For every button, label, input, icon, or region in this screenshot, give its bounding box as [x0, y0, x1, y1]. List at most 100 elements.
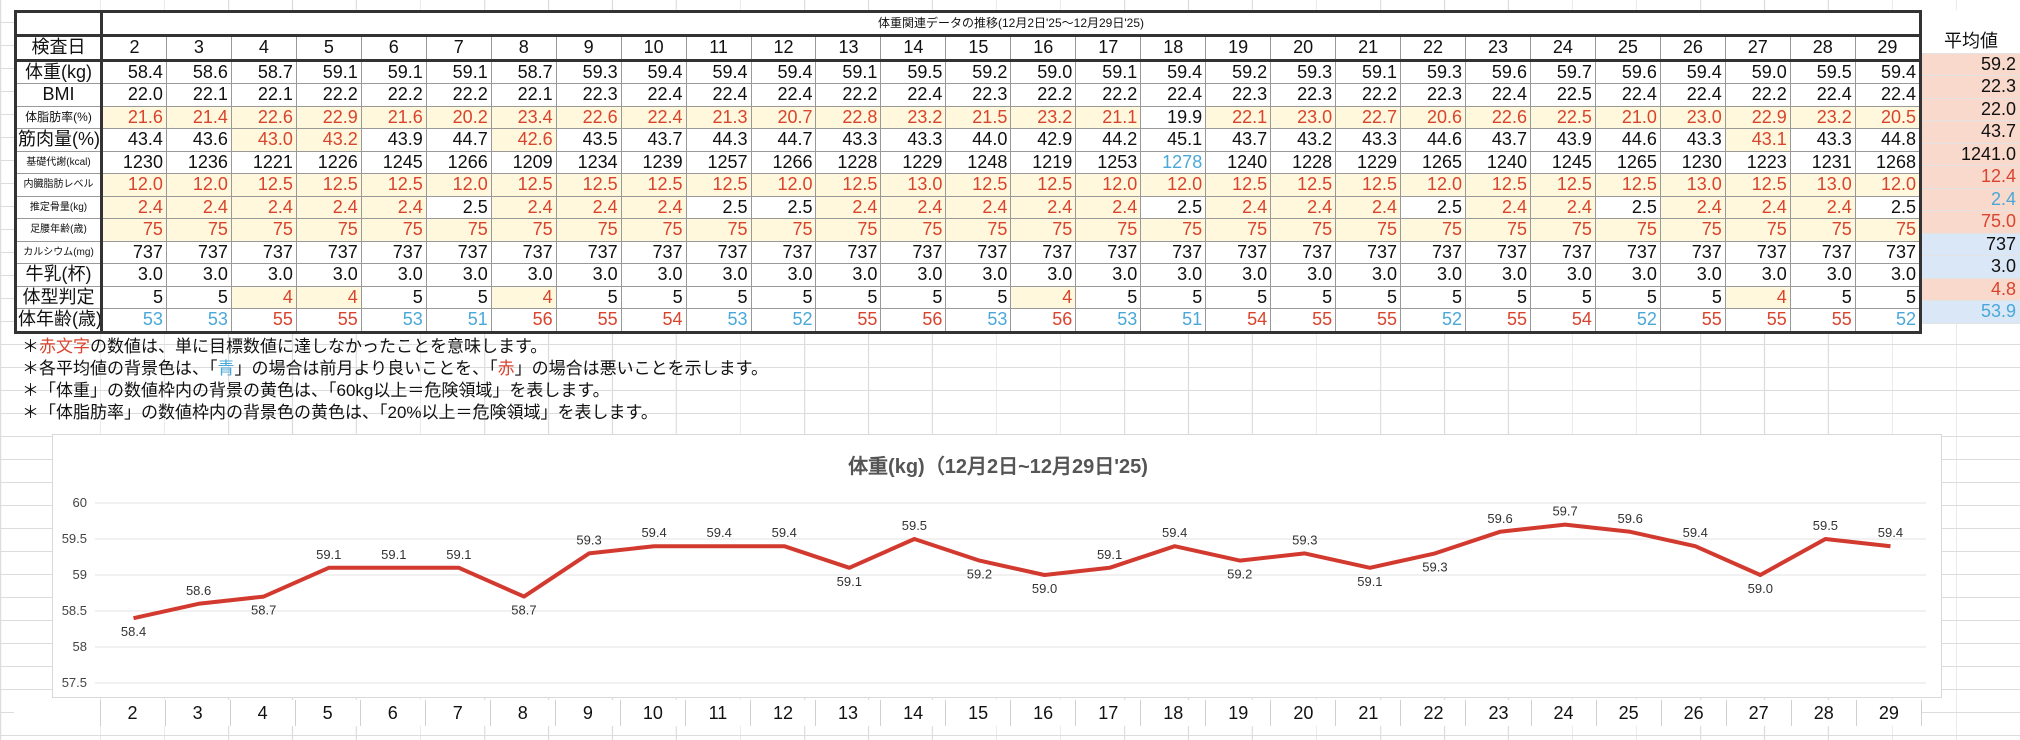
data-cell[interactable]: 12.0	[1854, 173, 1922, 197]
data-cell[interactable]: 55	[1659, 308, 1726, 334]
data-cell[interactable]: 12.5	[1205, 173, 1272, 197]
data-cell[interactable]: 22.4	[1140, 83, 1207, 107]
data-cell[interactable]: 59.1	[1075, 59, 1142, 84]
day-header[interactable]: 17	[1075, 35, 1142, 62]
day-header[interactable]: 3	[165, 35, 232, 62]
data-cell[interactable]: 22.4	[750, 83, 817, 107]
data-cell[interactable]: 737	[1270, 240, 1337, 264]
data-cell[interactable]: 21.1	[1075, 105, 1142, 129]
data-cell[interactable]: 43.3	[1659, 128, 1726, 152]
data-cell[interactable]: 2.4	[1075, 195, 1142, 219]
data-cell[interactable]: 59.4	[1854, 59, 1922, 84]
data-cell[interactable]: 59.3	[1270, 59, 1337, 84]
data-cell[interactable]: 22.2	[1010, 83, 1077, 107]
day-header[interactable]: 10	[620, 35, 687, 62]
data-cell[interactable]: 22.6	[230, 105, 297, 129]
data-cell[interactable]: 43.9	[360, 128, 427, 152]
data-cell[interactable]: 5	[1594, 285, 1661, 309]
data-cell[interactable]: 2.4	[490, 195, 557, 219]
data-cell[interactable]: 22.8	[815, 105, 882, 129]
data-cell[interactable]: 22.1	[165, 83, 232, 107]
data-cell[interactable]: 2.5	[1400, 195, 1467, 219]
day-header[interactable]: 27	[1724, 35, 1791, 62]
data-cell[interactable]: 737	[425, 240, 492, 264]
data-cell[interactable]: 21.4	[165, 105, 232, 129]
data-cell[interactable]: 737	[101, 240, 167, 264]
data-cell[interactable]: 1229	[1335, 150, 1402, 174]
data-cell[interactable]: 43.3	[1335, 128, 1402, 152]
data-cell[interactable]: 737	[165, 240, 232, 264]
data-cell[interactable]: 737	[1010, 240, 1077, 264]
day-header[interactable]: 19	[1205, 35, 1272, 62]
data-cell[interactable]: 44.7	[425, 128, 492, 152]
data-cell[interactable]: 75	[1465, 218, 1531, 242]
data-cell[interactable]: 12.5	[1465, 173, 1531, 197]
data-cell[interactable]: 5	[1529, 285, 1596, 309]
data-cell[interactable]: 55	[555, 308, 622, 334]
day-header[interactable]: 7	[425, 35, 492, 62]
data-cell[interactable]: 3.0	[1010, 263, 1077, 287]
data-cell[interactable]: 75	[815, 218, 882, 242]
data-cell[interactable]: 75	[1140, 218, 1207, 242]
data-cell[interactable]: 1265	[1594, 150, 1661, 174]
data-cell[interactable]: 53	[685, 308, 752, 334]
data-cell[interactable]: 1278	[1140, 150, 1207, 174]
data-cell[interactable]: 75	[360, 218, 427, 242]
data-cell[interactable]: 3.0	[1789, 263, 1856, 287]
data-cell[interactable]: 22.6	[555, 105, 622, 129]
data-cell[interactable]: 12.5	[685, 173, 752, 197]
data-cell[interactable]: 55	[1270, 308, 1337, 334]
data-cell[interactable]: 53	[1075, 308, 1142, 334]
data-cell[interactable]: 59.4	[750, 59, 817, 84]
data-cell[interactable]: 75	[230, 218, 297, 242]
data-cell[interactable]: 22.2	[295, 83, 362, 107]
data-cell[interactable]: 44.8	[1854, 128, 1922, 152]
data-cell[interactable]: 22.1	[230, 83, 297, 107]
data-cell[interactable]: 43.3	[815, 128, 882, 152]
data-cell[interactable]: 5	[1335, 285, 1402, 309]
data-cell[interactable]: 54	[620, 308, 687, 334]
day-header[interactable]: 18	[1140, 35, 1207, 62]
data-cell[interactable]: 22.5	[1529, 105, 1596, 129]
data-cell[interactable]: 3.0	[1270, 263, 1337, 287]
data-cell[interactable]: 42.6	[490, 128, 557, 152]
data-cell[interactable]: 1236	[165, 150, 232, 174]
data-cell[interactable]: 44.7	[750, 128, 817, 152]
data-cell[interactable]: 58.6	[165, 59, 232, 84]
day-header[interactable]: 6	[360, 35, 427, 62]
data-cell[interactable]: 1229	[880, 150, 947, 174]
data-cell[interactable]: 21.0	[1594, 105, 1661, 129]
data-cell[interactable]: 737	[1205, 240, 1272, 264]
data-cell[interactable]: 59.3	[1400, 59, 1467, 84]
data-cell[interactable]: 12.5	[1335, 173, 1402, 197]
data-cell[interactable]: 54	[1529, 308, 1596, 334]
average-cell[interactable]: 4.8	[1922, 278, 2020, 301]
day-header[interactable]: 15	[945, 35, 1012, 62]
data-cell[interactable]: 59.4	[620, 59, 687, 84]
data-cell[interactable]: 75	[101, 218, 167, 242]
data-cell[interactable]: 75	[750, 218, 817, 242]
data-cell[interactable]: 20.5	[1854, 105, 1922, 129]
data-cell[interactable]: 59.5	[880, 59, 947, 84]
data-cell[interactable]: 22.2	[815, 83, 882, 107]
data-cell[interactable]: 43.1	[1724, 128, 1791, 152]
data-cell[interactable]: 22.9	[295, 105, 362, 129]
data-cell[interactable]: 2.5	[1854, 195, 1922, 219]
data-cell[interactable]: 12.5	[1270, 173, 1337, 197]
data-cell[interactable]: 5	[1400, 285, 1467, 309]
data-cell[interactable]: 52	[1594, 308, 1661, 334]
data-cell[interactable]: 2.4	[230, 195, 297, 219]
data-cell[interactable]: 59.0	[1010, 59, 1077, 84]
data-cell[interactable]: 12.5	[490, 173, 557, 197]
day-header[interactable]: 16	[1010, 35, 1077, 62]
data-cell[interactable]: 1245	[1529, 150, 1596, 174]
data-cell[interactable]: 12.5	[555, 173, 622, 197]
data-cell[interactable]: 5	[880, 285, 947, 309]
data-cell[interactable]: 12.0	[750, 173, 817, 197]
data-cell[interactable]: 22.1	[490, 83, 557, 107]
data-cell[interactable]: 737	[1789, 240, 1856, 264]
data-cell[interactable]: 737	[1465, 240, 1531, 264]
data-cell[interactable]: 22.2	[1335, 83, 1402, 107]
data-cell[interactable]: 5	[165, 285, 232, 309]
day-header[interactable]: 9	[555, 35, 622, 62]
